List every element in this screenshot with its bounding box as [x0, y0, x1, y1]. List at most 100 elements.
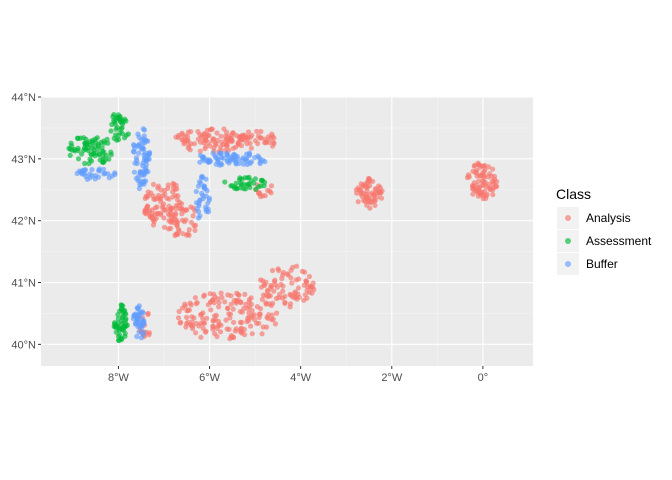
- point-analysis: [150, 181, 157, 187]
- point-analysis: [228, 301, 234, 307]
- point-analysis: [248, 145, 254, 151]
- point-analysis: [355, 199, 361, 205]
- point-analysis: [490, 192, 496, 198]
- point-analysis: [287, 291, 293, 298]
- point-assessment: [120, 320, 126, 326]
- point-buffer: [262, 159, 268, 165]
- point-buffer: [101, 166, 107, 172]
- point-analysis: [221, 126, 227, 132]
- point-buffer: [140, 329, 146, 335]
- point-assessment: [123, 311, 129, 317]
- point-analysis: [275, 266, 281, 272]
- point-analysis: [188, 219, 194, 225]
- point-analysis: [301, 297, 307, 303]
- point-buffer: [139, 172, 145, 178]
- point-analysis: [145, 311, 151, 317]
- point-analysis: [176, 308, 182, 315]
- point-analysis: [200, 325, 206, 331]
- point-buffer: [76, 168, 82, 174]
- point-buffer: [241, 161, 247, 167]
- point-analysis: [218, 290, 224, 296]
- point-analysis: [258, 277, 264, 283]
- point-analysis: [158, 210, 164, 216]
- point-analysis: [252, 138, 259, 144]
- point-buffer: [136, 150, 142, 156]
- point-analysis: [475, 193, 481, 199]
- y-tick-label: 43°N: [11, 154, 36, 166]
- point-buffer: [131, 169, 137, 175]
- point-assessment: [101, 159, 107, 165]
- point-assessment: [251, 180, 257, 186]
- point-analysis: [174, 222, 180, 228]
- point-buffer: [201, 154, 207, 160]
- point-analysis: [170, 180, 176, 187]
- point-analysis: [295, 285, 302, 291]
- point-buffer: [246, 151, 253, 157]
- point-analysis: [224, 305, 231, 311]
- point-buffer: [213, 161, 219, 167]
- legend-key-assessment: [565, 238, 571, 244]
- point-analysis: [160, 201, 167, 207]
- point-assessment: [108, 152, 114, 158]
- point-analysis: [191, 141, 198, 147]
- point-analysis: [143, 193, 149, 199]
- point-assessment: [75, 147, 81, 154]
- point-analysis: [262, 193, 268, 199]
- point-analysis: [179, 305, 186, 311]
- point-buffer: [197, 198, 203, 204]
- point-analysis: [202, 329, 209, 335]
- point-buffer: [92, 176, 98, 182]
- y-tick-label: 40°N: [11, 339, 36, 351]
- point-buffer: [206, 197, 212, 203]
- point-buffer: [109, 173, 115, 179]
- point-analysis: [191, 315, 197, 321]
- point-analysis: [260, 324, 266, 330]
- point-analysis: [188, 204, 194, 210]
- point-analysis: [193, 301, 199, 307]
- point-analysis: [190, 326, 196, 332]
- point-analysis: [210, 318, 216, 324]
- point-analysis: [258, 135, 264, 141]
- point-analysis: [195, 136, 201, 142]
- point-buffer: [138, 316, 145, 322]
- point-assessment: [115, 333, 122, 339]
- point-analysis: [179, 201, 185, 207]
- y-tick-label: 44°N: [11, 92, 36, 104]
- point-analysis: [245, 136, 251, 142]
- point-analysis: [216, 304, 222, 310]
- point-analysis: [173, 192, 179, 198]
- point-buffer: [136, 329, 142, 335]
- point-analysis: [152, 205, 158, 211]
- point-analysis: [244, 305, 250, 311]
- point-analysis: [193, 330, 199, 336]
- point-analysis: [186, 142, 192, 149]
- point-analysis: [289, 280, 295, 286]
- point-analysis: [192, 295, 198, 301]
- point-assessment: [75, 156, 82, 162]
- point-analysis: [490, 166, 496, 172]
- point-analysis: [302, 292, 308, 298]
- point-analysis: [276, 295, 282, 301]
- point-buffer: [101, 171, 107, 177]
- point-assessment: [232, 184, 238, 190]
- point-analysis: [282, 293, 288, 299]
- point-assessment: [114, 114, 120, 120]
- legend-label-buffer: Buffer: [586, 257, 618, 271]
- point-analysis: [358, 189, 364, 195]
- point-analysis: [248, 323, 254, 329]
- point-analysis: [201, 292, 207, 298]
- point-analysis: [231, 319, 237, 325]
- point-analysis: [187, 300, 193, 306]
- point-buffer: [140, 126, 146, 132]
- point-analysis: [268, 284, 275, 290]
- point-assessment: [252, 176, 258, 182]
- point-analysis: [216, 321, 222, 327]
- point-assessment: [97, 157, 103, 163]
- legend-key-analysis: [565, 215, 571, 221]
- point-analysis: [175, 231, 181, 237]
- point-assessment: [82, 140, 88, 146]
- point-analysis: [152, 196, 158, 202]
- point-analysis: [210, 323, 216, 329]
- point-analysis: [218, 133, 224, 139]
- point-analysis: [364, 188, 370, 194]
